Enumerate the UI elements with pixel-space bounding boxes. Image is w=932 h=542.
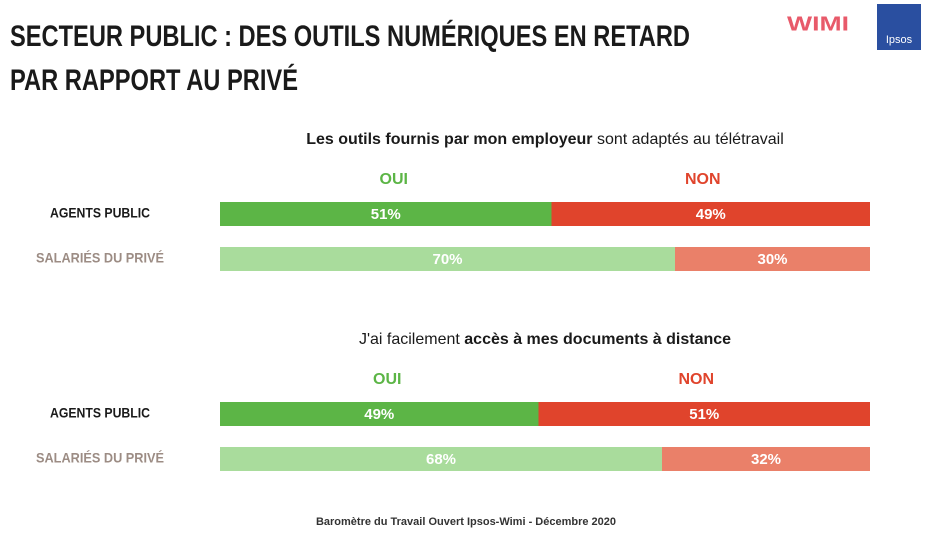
data-label: 51% bbox=[371, 206, 401, 223]
subtitle-part: sont adaptés au télétravail bbox=[593, 131, 784, 148]
data-label: 49% bbox=[364, 406, 394, 423]
bar-segment bbox=[220, 202, 552, 226]
data-label: 51% bbox=[689, 406, 719, 423]
bar-segment bbox=[220, 247, 675, 271]
legend-label: OUI bbox=[373, 371, 401, 388]
data-label: 32% bbox=[751, 451, 781, 468]
category-label: AGENTS PUBLIC bbox=[50, 205, 150, 221]
subtitle-part: accès à mes documents à distance bbox=[464, 331, 731, 348]
data-label: 68% bbox=[426, 451, 456, 468]
bar-segment bbox=[662, 447, 870, 471]
legend-label: OUI bbox=[380, 171, 408, 188]
title-line: SECTEUR PUBLIC : DES OUTILS NUMÉRIQUES E… bbox=[10, 19, 690, 53]
legend-label: NON bbox=[678, 371, 714, 388]
subtitle-part: J'ai facilement bbox=[359, 331, 464, 348]
bar-segment bbox=[220, 447, 662, 471]
subtitle-part: Les outils fournis par mon employeur bbox=[306, 131, 592, 148]
footer: Baromètre du Travail Ouvert Ipsos-Wimi -… bbox=[316, 516, 616, 528]
bar-segment bbox=[538, 402, 870, 426]
wimi-logo: WIMI bbox=[787, 13, 849, 35]
title-line: PAR RAPPORT AU PRIVÉ bbox=[10, 63, 298, 97]
legend-label: NON bbox=[685, 171, 721, 188]
category-label: SALARIÉS DU PRIVÉ bbox=[36, 450, 164, 466]
bar-segment bbox=[220, 402, 539, 426]
subtitle: Les outils fournis par mon employeur son… bbox=[306, 131, 784, 148]
category-label: SALARIÉS DU PRIVÉ bbox=[36, 250, 164, 266]
category-label: AGENTS PUBLIC bbox=[50, 405, 150, 421]
bar-segment bbox=[675, 247, 870, 271]
data-label: 30% bbox=[757, 251, 787, 268]
data-label: 70% bbox=[432, 251, 462, 268]
data-label: 49% bbox=[696, 206, 726, 223]
subtitle: J'ai facilement accès à mes documents à … bbox=[359, 331, 731, 348]
ipsos-logo: Ipsos bbox=[886, 34, 913, 46]
ipsos-logo-box bbox=[877, 4, 921, 50]
bar-segment bbox=[551, 202, 870, 226]
